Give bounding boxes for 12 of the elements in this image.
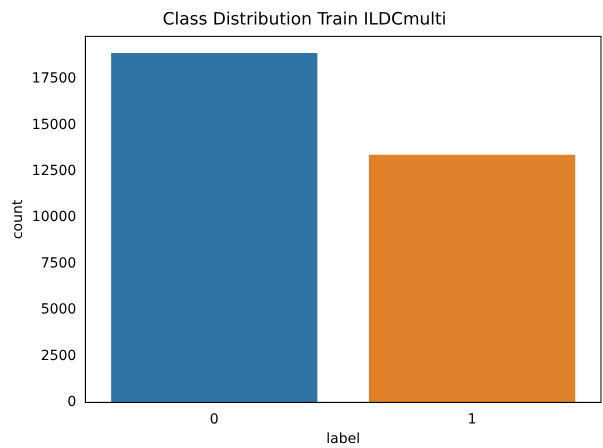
- y-tick-label: 12500: [32, 162, 76, 179]
- y-tick-label: 0: [67, 394, 76, 410]
- x-axis-title: label: [326, 431, 360, 448]
- y-tick-label: 7500: [40, 255, 76, 272]
- y-tick-label: 2500: [40, 348, 76, 364]
- x-tick-label: 1: [468, 411, 477, 428]
- y-axis-title: count: [10, 199, 26, 240]
- y-tick-label: 10000: [32, 209, 76, 226]
- chart-title: Class Distribution Train ILDCmulti: [162, 10, 446, 30]
- y-tick-label: 17500: [32, 70, 76, 87]
- y-tick-label: 15000: [32, 116, 76, 133]
- y-tick-label: 5000: [40, 302, 76, 318]
